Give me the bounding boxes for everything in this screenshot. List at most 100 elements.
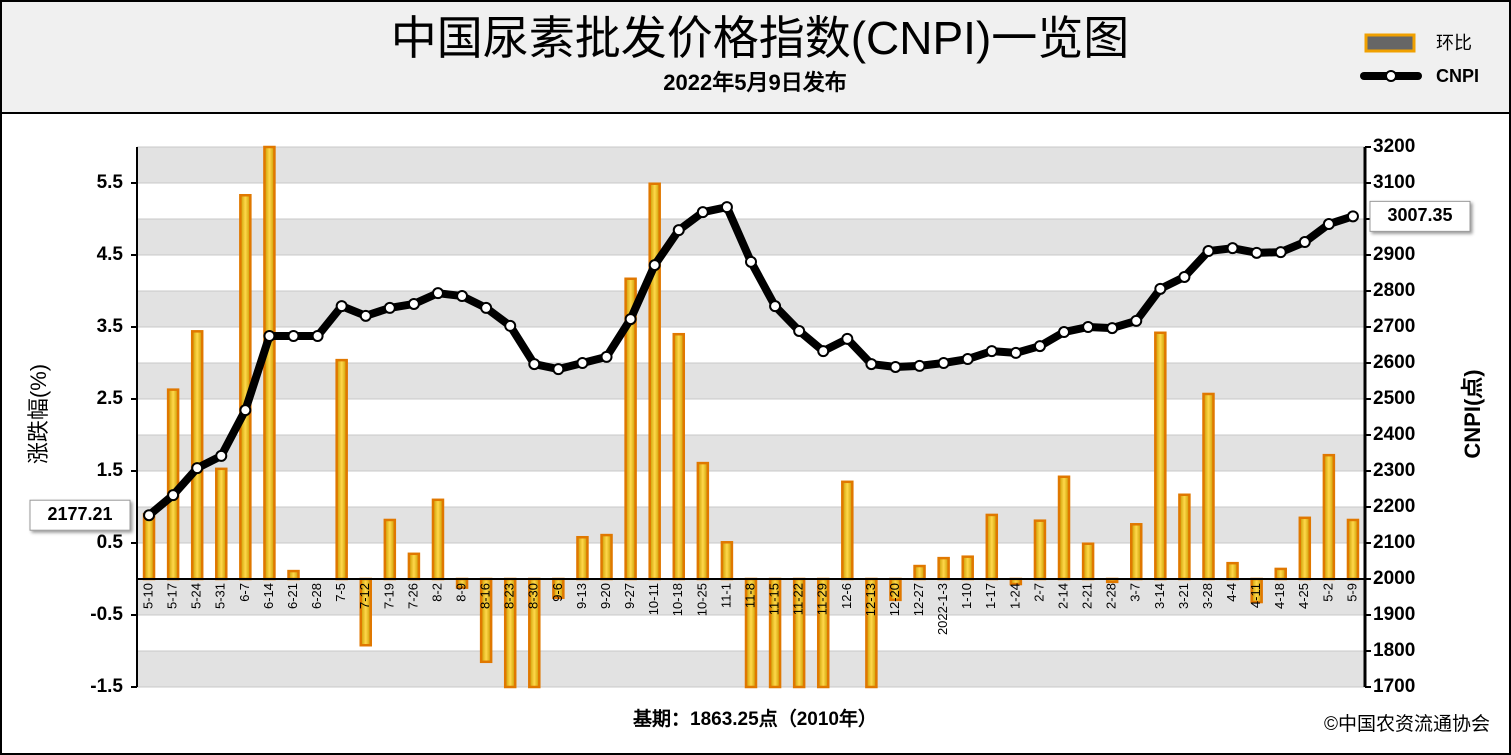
chart-title: 中国尿素批发价格指数(CNPI)一览图 <box>391 12 1130 64</box>
y2-tick-label: 2800 <box>1373 280 1415 301</box>
x-tick-label: 9-20 <box>598 583 613 609</box>
x-tick-label: 3-28 <box>1200 583 1215 609</box>
cnpi-marker <box>576 357 589 369</box>
plot: 1700 1800 1900 2000 2100 2200 2300 2400 2500 2600… <box>29 136 1471 697</box>
cnpi-marker <box>1298 236 1311 249</box>
grid-band <box>137 147 1365 183</box>
cnpi-marker <box>311 330 324 342</box>
bar <box>720 541 734 581</box>
y2-tick-label: 1800 <box>1373 640 1415 661</box>
y2-tick-label: 3200 <box>1373 136 1415 157</box>
cnpi-marker <box>624 313 637 326</box>
x-tick-label: 6-14 <box>261 583 276 609</box>
data-label-box <box>29 499 131 531</box>
y-tick-label: 5.5 <box>97 172 124 193</box>
x-tick-label: 12-6 <box>839 583 854 609</box>
x-tick-label: 3-7 <box>1128 583 1143 602</box>
x-tick-label: 7-19 <box>381 583 396 609</box>
x-tick-label: 11-29 <box>815 583 830 615</box>
cnpi-marker <box>1033 340 1046 353</box>
cnpi-marker <box>769 300 782 313</box>
cnpi-marker <box>648 259 661 272</box>
x-tick-label: 8-2 <box>429 583 444 602</box>
bar <box>1298 516 1312 581</box>
cnpi-marker <box>889 360 902 373</box>
x-tick-label: 2-7 <box>1031 583 1046 602</box>
bar <box>1130 523 1143 581</box>
bar <box>407 552 421 581</box>
grid-band <box>137 363 1365 399</box>
cnpi-marker <box>1058 326 1071 339</box>
bar <box>1274 567 1287 581</box>
cnpi-marker <box>817 345 830 358</box>
cnpi-marker <box>1250 246 1263 259</box>
bar <box>383 518 397 581</box>
cnpi-marker <box>167 489 180 502</box>
bar <box>696 461 710 581</box>
cnpi-marker <box>961 353 974 366</box>
x-tick-label: 4-25 <box>1296 583 1311 609</box>
x-tick-label: 12-20 <box>887 583 902 616</box>
source: ©中国农资流通协会 <box>1324 713 1490 735</box>
x-tick-label: 3-14 <box>1152 583 1167 609</box>
cnpi-marker <box>793 324 806 337</box>
bar <box>576 535 589 581</box>
cnpi-marker <box>865 358 878 371</box>
x-tick-label: 9-6 <box>550 583 565 602</box>
y2-tick-label: 2500 <box>1373 388 1415 409</box>
y2-tick-label: 2900 <box>1373 244 1415 265</box>
bar <box>841 480 854 581</box>
x-tick-label: 5-2 <box>1320 583 1335 602</box>
cnpi-marker <box>841 332 854 345</box>
bar <box>913 564 926 581</box>
x-tick-label: 8-30 <box>526 583 541 609</box>
y-tick-label: -0.5 <box>90 604 123 625</box>
chart-subtitle: 2022年5月9日发布 <box>663 70 846 95</box>
y-tick-label: -1.5 <box>90 676 123 697</box>
x-tick-label: 9-27 <box>622 583 637 609</box>
x-tick-label: 2022-1-3 <box>935 583 950 635</box>
bar <box>142 512 156 581</box>
cnpi-marker <box>1202 245 1215 258</box>
y2-axis-title: CNPI(点) <box>1460 369 1485 458</box>
x-tick-label: 12-13 <box>863 583 878 616</box>
cnpi-marker <box>407 297 420 310</box>
bar <box>648 182 661 581</box>
data-label: 3007.35 <box>1387 205 1452 225</box>
bar <box>1322 453 1336 581</box>
cnpi-marker <box>480 301 493 314</box>
cnpi-marker <box>215 449 228 462</box>
bar <box>1081 542 1095 581</box>
x-tick-label: 5-9 <box>1344 583 1359 602</box>
bar <box>431 498 445 581</box>
cnpi-marker <box>456 290 469 303</box>
y-tick-label: 4.5 <box>97 244 124 265</box>
bar <box>1346 518 1360 581</box>
x-tick-label: 1-10 <box>959 583 974 609</box>
x-tick-label: 11-22 <box>791 583 806 615</box>
x-tick-label: 4-4 <box>1224 583 1239 602</box>
cnpi-marker <box>552 363 565 376</box>
bar <box>335 358 348 581</box>
cnpi-marker <box>143 509 156 522</box>
cnpi-marker <box>263 330 276 342</box>
x-tick-label: 6-21 <box>285 583 300 609</box>
bar <box>263 145 276 581</box>
data-label: 2177.21 <box>47 504 112 524</box>
x-tick-label: 8-9 <box>453 583 468 602</box>
y2-tick-label: 2000 <box>1373 568 1415 589</box>
cnpi-marker <box>335 300 348 313</box>
bar <box>1033 519 1047 581</box>
x-tick-label: 4-18 <box>1272 583 1287 609</box>
cnpi-marker <box>696 206 709 219</box>
x-tick-label: 9-13 <box>574 583 589 609</box>
cnpi-marker <box>504 319 517 332</box>
cnpi-marker <box>720 201 733 214</box>
x-tick-label: 2-21 <box>1080 583 1095 609</box>
y2-tick-label: 1700 <box>1373 676 1415 697</box>
cnpi-marker <box>1322 218 1335 231</box>
y2-tick-label: 2600 <box>1373 352 1415 373</box>
cnpi-marker <box>600 350 613 363</box>
x-tick-label: 11-8 <box>742 583 757 608</box>
cnpi-marker <box>1130 314 1143 327</box>
